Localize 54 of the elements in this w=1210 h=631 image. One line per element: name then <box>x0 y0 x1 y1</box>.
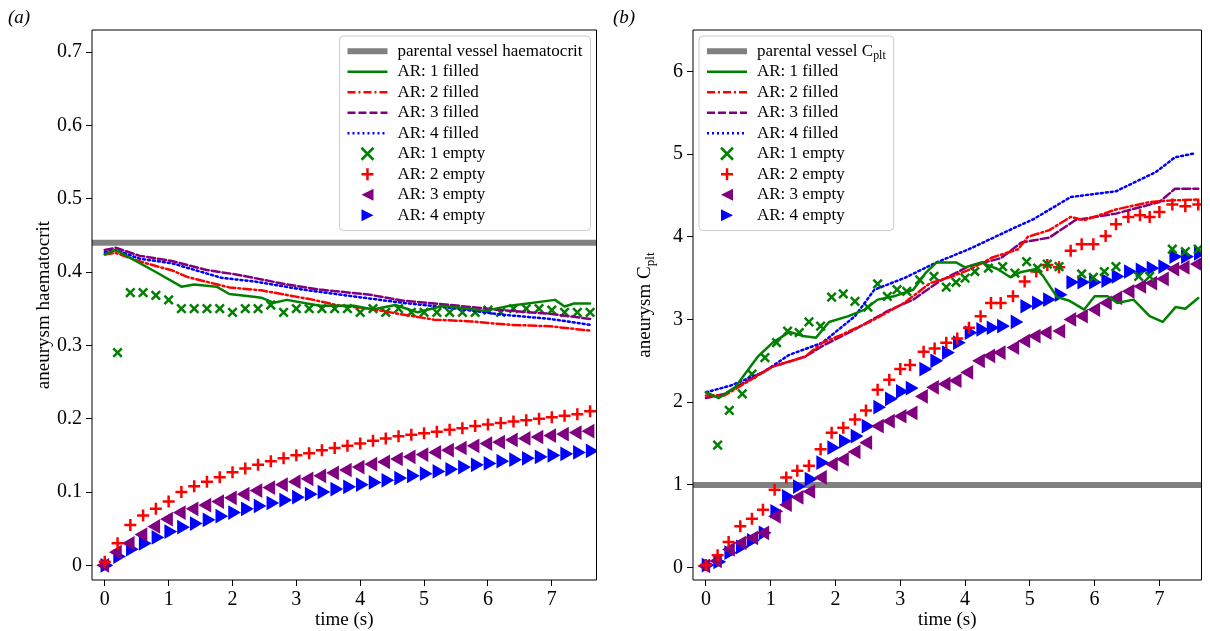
y-tick-label: 0.2 <box>57 405 82 428</box>
x-tick-label: 1 <box>163 587 174 610</box>
y-tick-label: 4 <box>673 224 683 247</box>
legend-label: AR: 2 filled <box>397 81 480 101</box>
y-tick-label: 0.1 <box>57 479 82 502</box>
x-tick-label: 6 <box>482 587 493 610</box>
legend-label: AR: 3 empty <box>757 184 846 204</box>
x-tick-label: 6 <box>1089 587 1100 610</box>
x-tick-label: 2 <box>830 587 841 610</box>
legend-label: AR: 3 filled <box>757 102 839 122</box>
x-tick-label: 4 <box>960 587 971 610</box>
y-tick-label: 0.6 <box>57 112 82 135</box>
legend-label: AR: 1 filled <box>757 61 839 81</box>
legend-label: parental vessel haematocrit <box>397 40 583 60</box>
y-tick-label: 6 <box>673 58 683 81</box>
y-axis-title: aneurysm Cplt <box>632 252 658 358</box>
y-tick-label: 0.5 <box>57 185 82 208</box>
y-tick-label: 0.4 <box>57 259 82 282</box>
y-tick-label: 1 <box>673 472 683 495</box>
x-tick-label: 7 <box>546 587 557 610</box>
x-axis-title: time (s) <box>917 607 977 630</box>
chart-title: (a) <box>8 6 31 28</box>
y-axis-title: aneurysm haematocrit <box>31 220 53 390</box>
legend-label: AR: 1 empty <box>397 143 486 163</box>
x-tick-label: 0 <box>99 587 110 610</box>
y-tick-label: 0 <box>72 552 82 575</box>
y-tick-label: 5 <box>673 141 683 164</box>
y-tick-label: 0.3 <box>57 332 82 355</box>
legend-label: AR: 4 empty <box>757 204 846 224</box>
x-tick-label: 5 <box>419 587 430 610</box>
x-tick-label: 3 <box>895 587 906 610</box>
x-tick-label: 1 <box>765 587 776 610</box>
legend-label: AR: 2 empty <box>397 163 486 183</box>
legend-label: AR: 3 empty <box>397 184 486 204</box>
legend-label: AR: 2 filled <box>757 81 839 101</box>
x-tick-label: 0 <box>700 587 711 610</box>
legend-label: AR: 1 empty <box>757 143 846 163</box>
x-tick-label: 3 <box>291 587 302 610</box>
y-tick-label: 2 <box>673 389 683 412</box>
x-axis-title: time (s) <box>314 607 374 630</box>
y-tick-label: 0.7 <box>57 39 82 62</box>
x-tick-label: 4 <box>355 587 366 610</box>
legend-label: AR: 1 filled <box>397 61 480 81</box>
x-tick-label: 5 <box>1024 587 1035 610</box>
legend-label: AR: 4 filled <box>397 122 480 142</box>
y-tick-label: 0 <box>673 554 683 577</box>
x-tick-label: 2 <box>227 587 238 610</box>
legend-label: AR: 3 filled <box>397 102 480 122</box>
x-tick-label: 7 <box>1154 587 1165 610</box>
legend-label: AR: 2 empty <box>757 163 846 183</box>
legend-label: AR: 4 filled <box>757 122 839 142</box>
legend-label: AR: 4 empty <box>397 204 486 224</box>
chart-title: (b) <box>613 6 636 28</box>
y-tick-label: 3 <box>673 306 683 329</box>
